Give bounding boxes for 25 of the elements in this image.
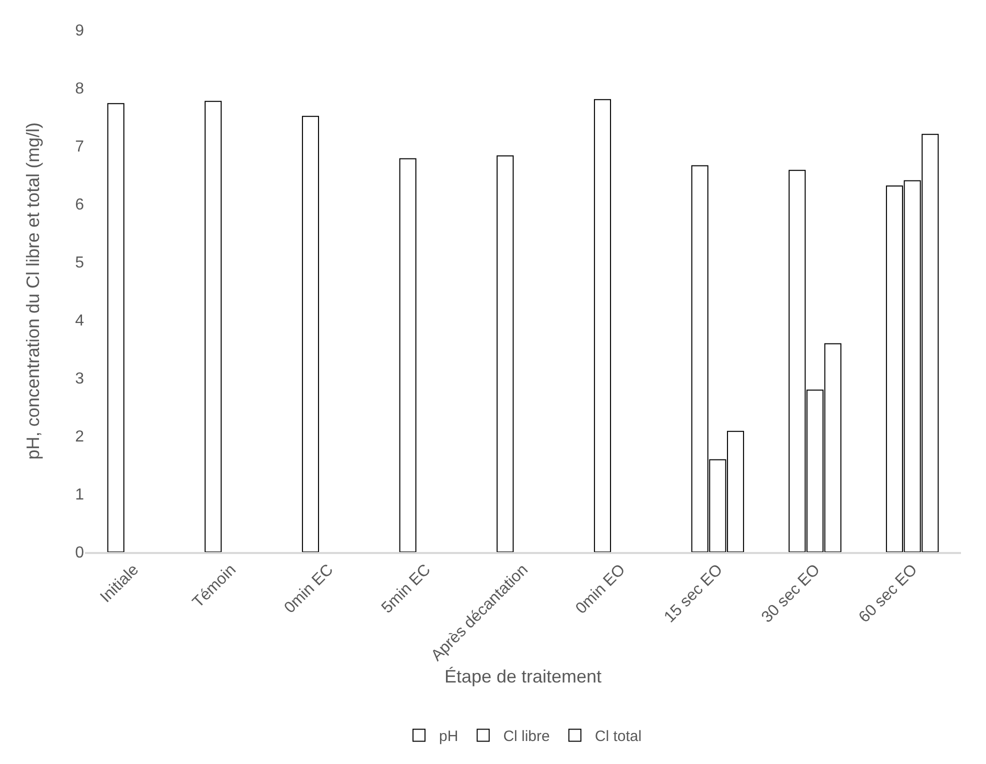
x-tick-label: 60 sec EO (856, 561, 921, 626)
legend-label: Cl total (594, 728, 642, 746)
y-tick-label: 6 (75, 196, 84, 214)
x-tick-label: 0min EC (281, 561, 337, 617)
x-axis-title: Étape de traitement (444, 666, 602, 687)
x-tick-label: 15 sec EO (661, 561, 726, 626)
bar (594, 99, 612, 552)
bar (399, 158, 416, 552)
bar (204, 100, 222, 552)
y-tick-label: 0 (75, 544, 84, 562)
y-tick-label: 5 (75, 254, 84, 272)
x-tick-label: 30 sec EO (758, 561, 824, 626)
y-axis-title: pH, concentration du Cl libre et total (mg/l) (23, 122, 43, 460)
bar (302, 116, 320, 552)
y-tick-label: 8 (75, 80, 84, 98)
y-tick-label: 1 (75, 486, 84, 504)
bar (496, 155, 514, 552)
y-tick-label: 7 (75, 138, 84, 156)
y-tick-label: 2 (75, 428, 84, 446)
legend-label: Cl libre (503, 728, 550, 746)
y-tick-label: 3 (75, 370, 84, 388)
y-tick-label: 9 (75, 22, 84, 40)
bar (107, 103, 124, 552)
y-tick-label: 4 (75, 312, 84, 330)
legend-label: pH (439, 728, 458, 746)
